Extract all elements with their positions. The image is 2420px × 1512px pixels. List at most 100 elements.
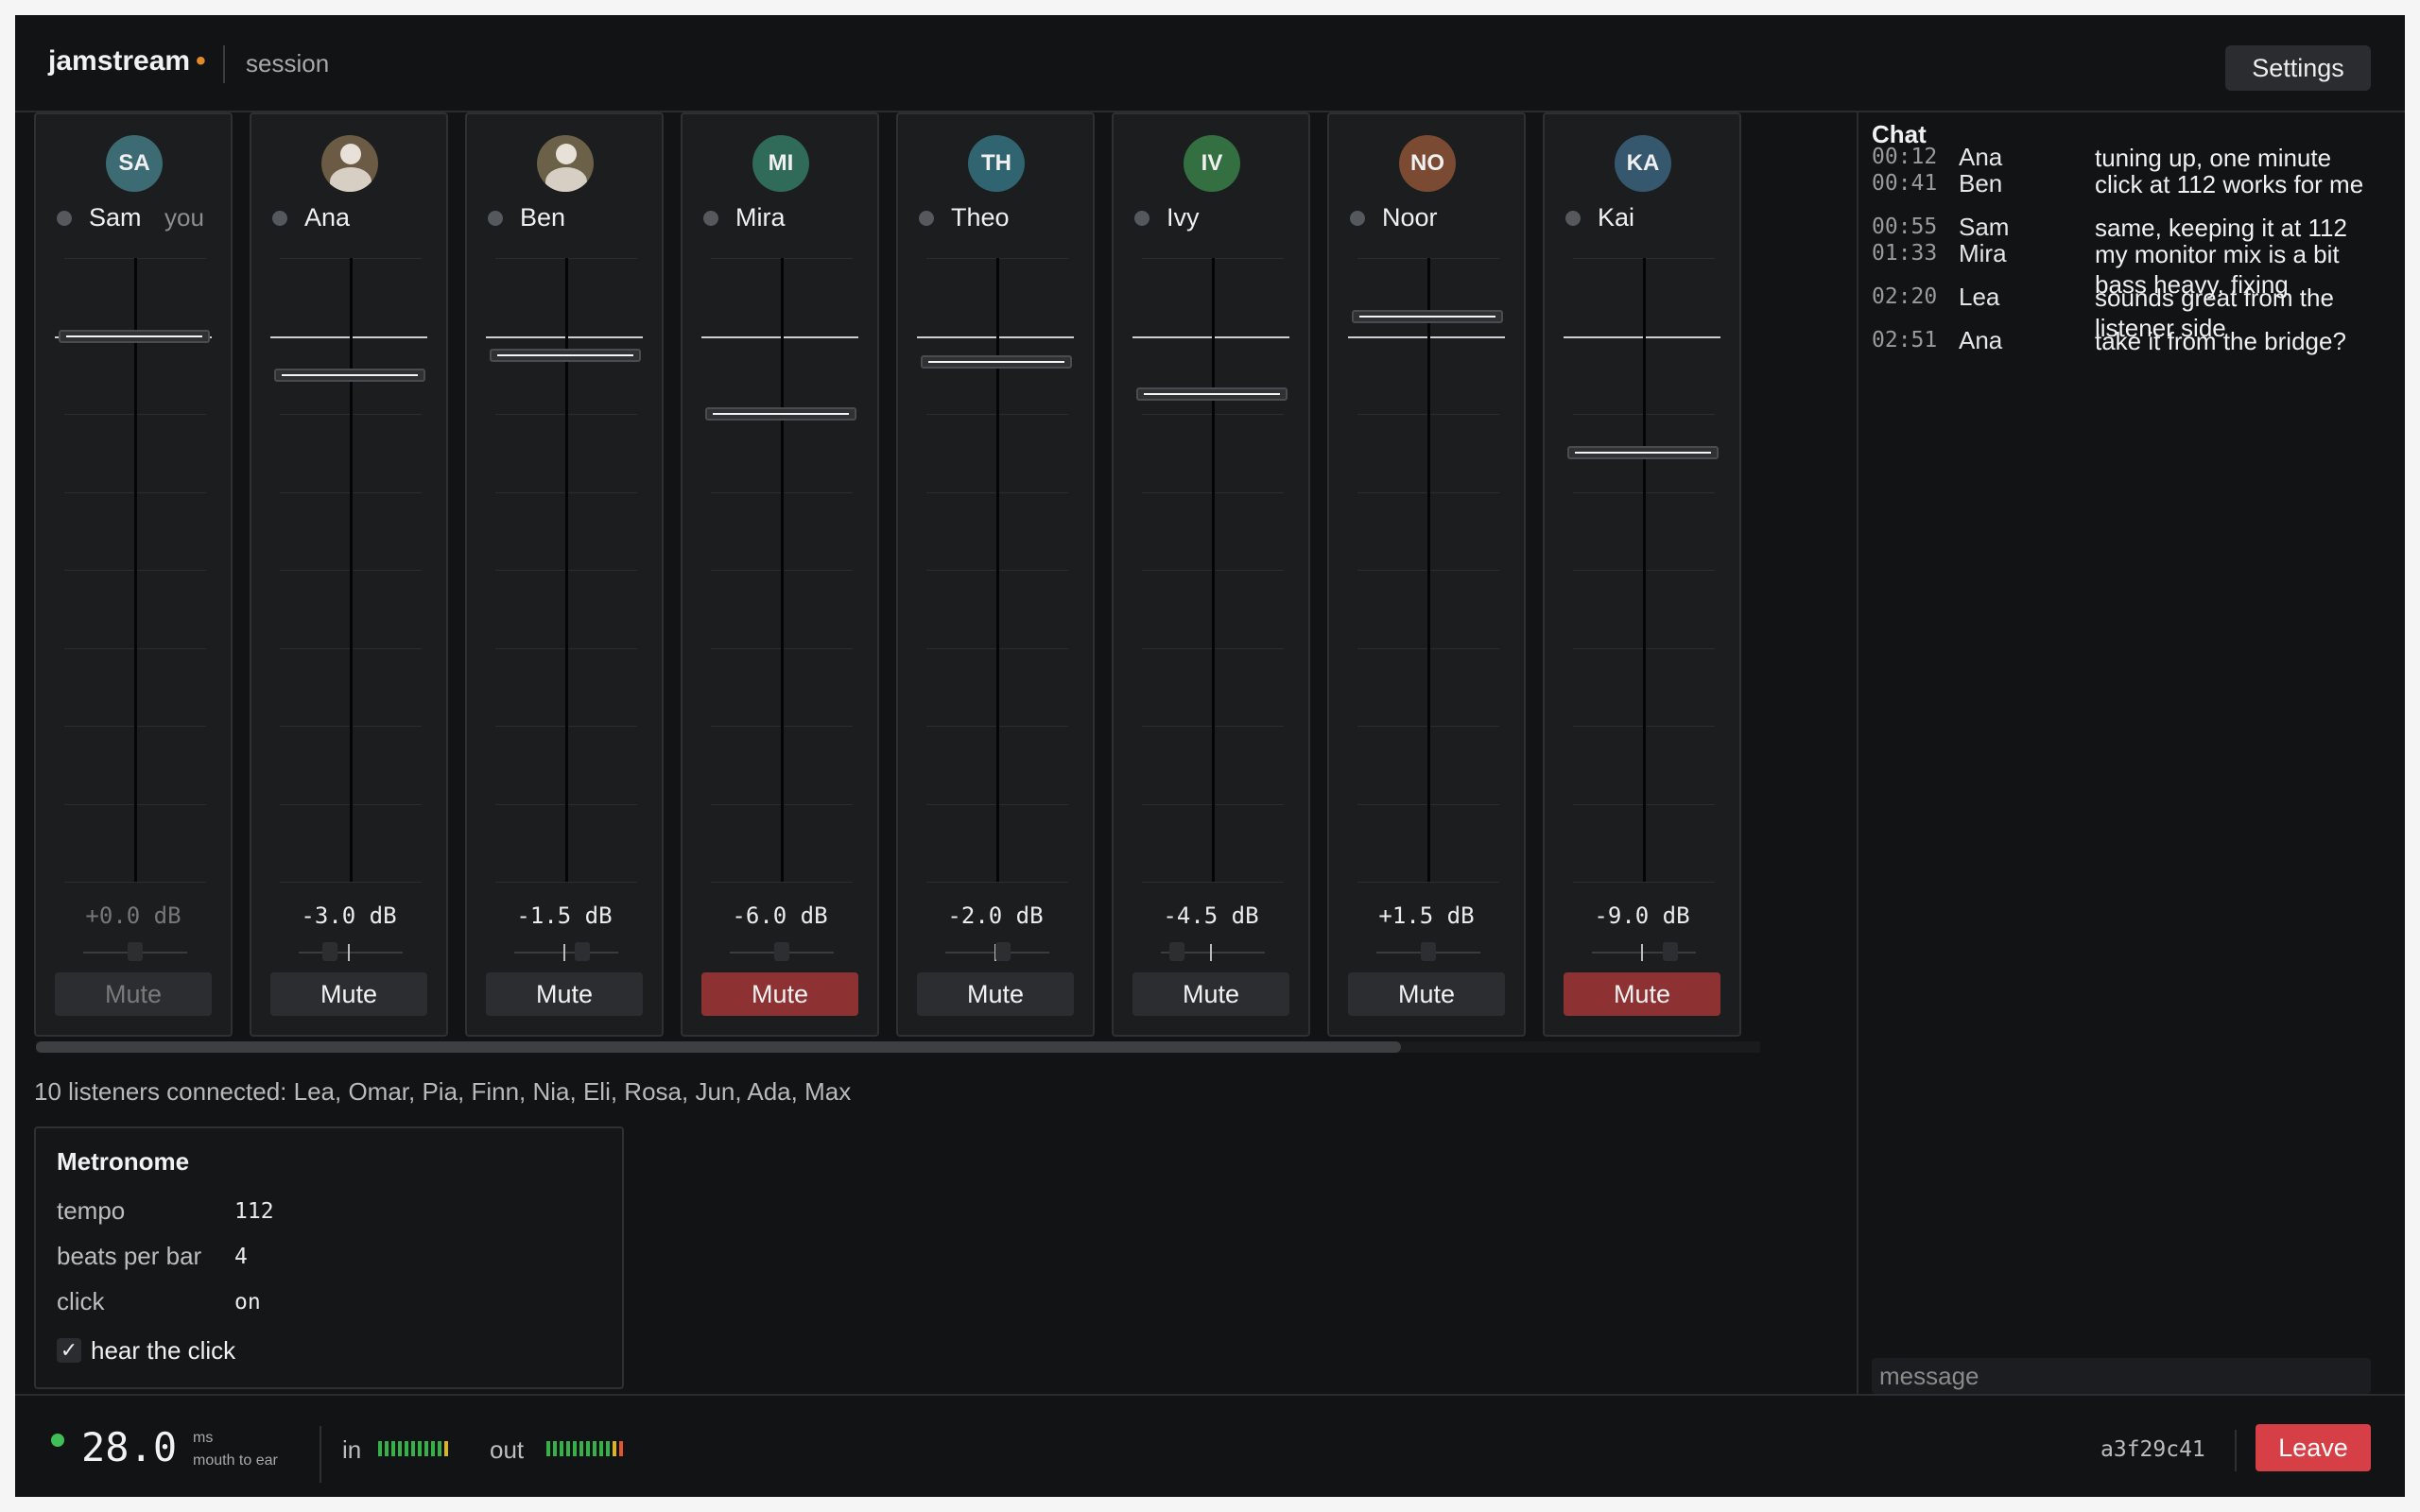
fader-handle[interactable] [1352, 309, 1503, 323]
avatar [321, 135, 378, 192]
gain-readout: -3.0 dB [301, 902, 397, 929]
message-time: 00:55 [1872, 215, 1938, 239]
mute-button[interactable]: Mute [701, 972, 858, 1016]
pan-center-mark [1641, 944, 1643, 961]
fader-track[interactable] [781, 258, 784, 882]
participant-name: Mira [735, 203, 786, 232]
leave-button[interactable]: Leave [2256, 1424, 2371, 1471]
pan-knob[interactable] [574, 942, 590, 961]
mute-button[interactable]: Mute [1348, 972, 1505, 1016]
channel-strip-ben: Ben -1.5 dB Mute [465, 112, 664, 1037]
mixer-strips: SA Sam you +0.0 dB Mute Ana -3.0 dB Mute Ben -1.5… [34, 112, 1758, 1057]
pan-knob[interactable] [322, 942, 337, 961]
pan-knob[interactable] [994, 942, 1011, 961]
message-author: Ana [1959, 143, 2003, 171]
fader-handle[interactable] [921, 355, 1072, 369]
pan-slider[interactable] [945, 942, 1049, 961]
message-author: Sam [1959, 213, 2010, 241]
fader-track[interactable] [350, 258, 353, 882]
meter-segment [424, 1441, 428, 1456]
fader-handle[interactable] [490, 349, 641, 363]
status-dot [488, 211, 503, 226]
pan-center-mark [348, 944, 350, 961]
pan-knob[interactable] [774, 942, 789, 961]
avatar: NO [1399, 135, 1456, 192]
meter-segment [444, 1441, 448, 1456]
meter-segment [593, 1441, 596, 1456]
fader-handle[interactable] [274, 368, 425, 382]
avatar-body [330, 167, 372, 192]
avatar-body [545, 167, 587, 192]
fader-track[interactable] [996, 258, 999, 882]
mute-button[interactable]: Mute [1564, 972, 1720, 1016]
pan-slider[interactable] [1161, 942, 1265, 961]
pan-slider[interactable] [83, 942, 187, 961]
brand-divider [223, 45, 225, 83]
click-value[interactable]: on [234, 1290, 261, 1314]
participant-name: Noor [1382, 203, 1438, 232]
meter-segment [431, 1441, 435, 1456]
meter-segment [385, 1441, 389, 1456]
fader-gridline [711, 882, 853, 883]
pan-knob[interactable] [1421, 942, 1436, 961]
fader-gridline [1573, 882, 1715, 883]
fader-handle[interactable] [705, 407, 856, 421]
participant-name: Theo [951, 203, 1010, 232]
meter-segment [411, 1441, 415, 1456]
latency-value: 28.0 [81, 1424, 178, 1470]
pan-slider[interactable] [299, 942, 403, 961]
fader-track[interactable] [565, 258, 568, 882]
hear-click-label[interactable]: hear the click [91, 1336, 236, 1365]
message-time: 00:12 [1872, 145, 1938, 169]
pan-slider[interactable] [730, 942, 834, 961]
fader-track[interactable] [134, 258, 137, 882]
status-dot [703, 211, 718, 226]
meter-segment [418, 1441, 422, 1456]
participant-name: Ben [520, 203, 566, 232]
channel-strip-theo: TH Theo -2.0 dB Mute [896, 112, 1095, 1037]
brand-name: jamstream [48, 45, 191, 77]
mixer-scrollbar[interactable] [36, 1041, 1760, 1053]
chat-title: Chat [1872, 120, 1927, 148]
brand-logo: jamstream • [48, 45, 206, 77]
status-dot [1350, 211, 1365, 226]
fader-track[interactable] [1427, 258, 1430, 882]
pan-slider[interactable] [1376, 942, 1480, 961]
mixer-scrollbar-thumb[interactable] [36, 1041, 1401, 1053]
mute-button[interactable]: Mute [270, 972, 427, 1016]
message-text: take it from the bridge? [2095, 327, 2346, 355]
hear-click-checkbox[interactable]: ✓ [57, 1338, 81, 1363]
pan-slider[interactable] [514, 942, 618, 961]
footer-divider-right [2235, 1430, 2237, 1471]
mute-button[interactable]: Mute [486, 972, 643, 1016]
settings-button[interactable]: Settings [2225, 45, 2371, 91]
gain-readout: -4.5 dB [1163, 902, 1259, 929]
fader-zero-line [701, 335, 858, 338]
latency-unit: ms [193, 1430, 214, 1446]
mute-button[interactable]: Mute [917, 972, 1074, 1016]
pan-slider[interactable] [1592, 942, 1696, 961]
fader-handle[interactable] [1136, 387, 1288, 402]
fader-handle[interactable] [59, 329, 210, 343]
meter-segment [560, 1441, 563, 1456]
avatar: TH [968, 135, 1025, 192]
mute-button[interactable]: Mute [1132, 972, 1289, 1016]
tempo-label: tempo [57, 1196, 126, 1225]
meter-segment [438, 1441, 441, 1456]
fader-track[interactable] [1643, 258, 1646, 882]
fader-handle[interactable] [1567, 446, 1719, 460]
meter-segment [579, 1441, 583, 1456]
pan-knob[interactable] [1168, 942, 1184, 961]
beats-value[interactable]: 4 [234, 1245, 248, 1269]
meter-segment [398, 1441, 402, 1456]
pan-knob[interactable] [128, 942, 143, 961]
tempo-value[interactable]: 112 [234, 1199, 274, 1224]
pan-knob[interactable] [1662, 942, 1678, 961]
fader-track[interactable] [1212, 258, 1215, 882]
gain-readout: -6.0 dB [732, 902, 828, 929]
latency-status-dot [51, 1434, 64, 1447]
chat-message-input[interactable] [1872, 1358, 2371, 1394]
avatar-head [556, 144, 577, 164]
mute-button[interactable]: Mute [55, 972, 212, 1016]
avatar [537, 135, 594, 192]
